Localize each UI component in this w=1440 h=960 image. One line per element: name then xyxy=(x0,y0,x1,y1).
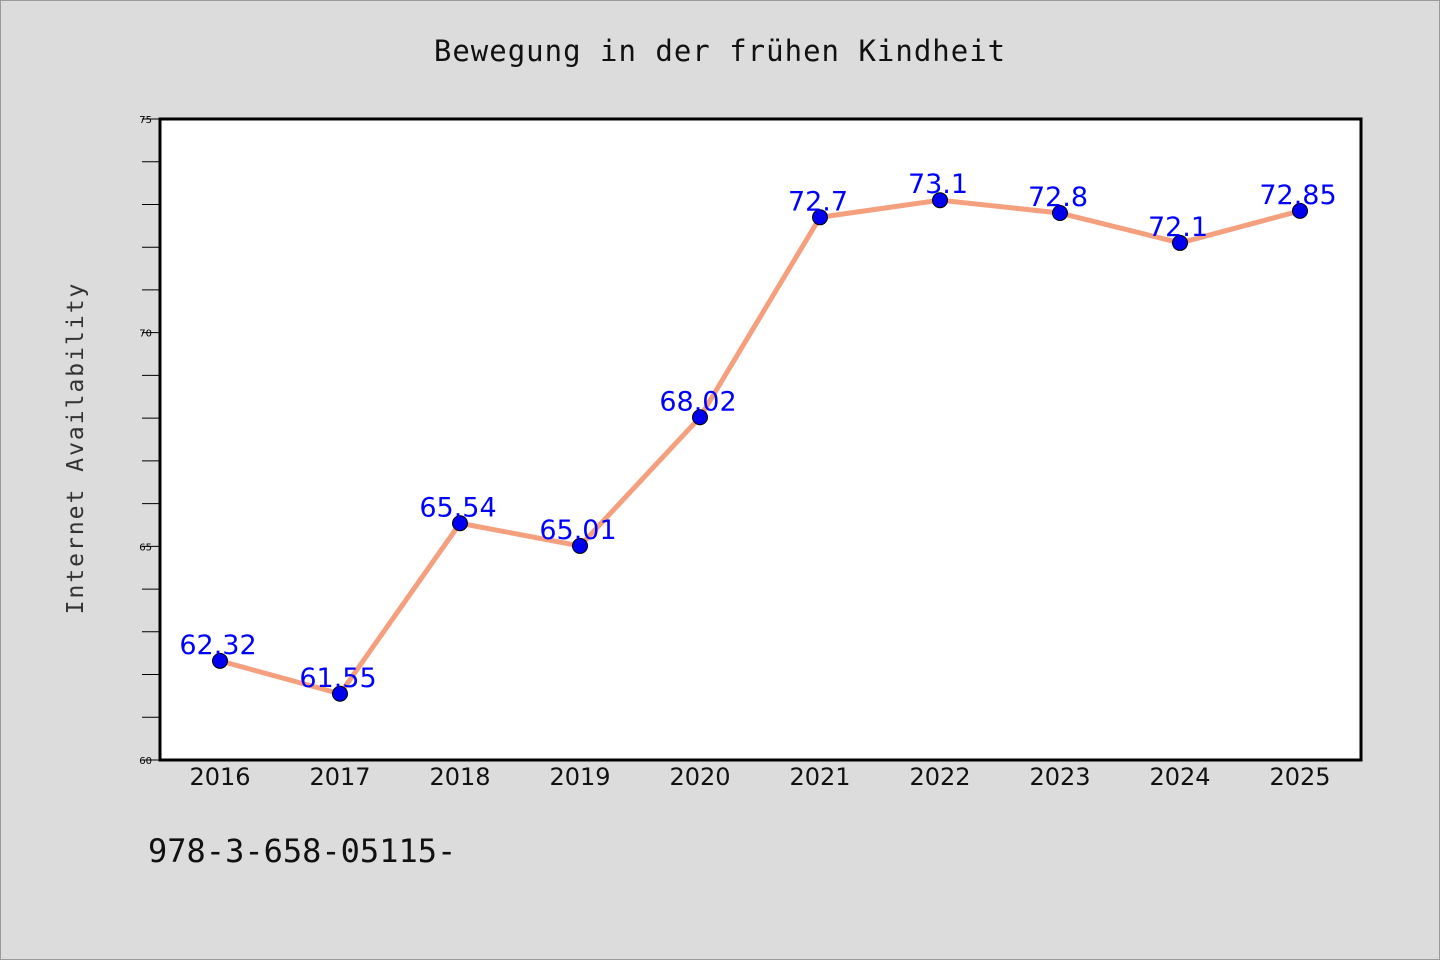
x-tick-label: 2023 xyxy=(1029,763,1090,791)
data-point xyxy=(692,409,708,426)
x-axis-ticks: 2016 2017 2018 2019 2020 2021 2022 2023 2024 2025 xyxy=(189,742,1331,791)
x-tick-label: 2025 xyxy=(1269,763,1330,791)
x-tick-label: 2017 xyxy=(309,763,370,791)
y-tick-label: 70 xyxy=(139,329,152,340)
data-label: 72.85 xyxy=(1259,180,1336,211)
data-point xyxy=(1172,234,1188,251)
y-tick-label: 75 xyxy=(139,115,152,126)
data-label: 72.8 xyxy=(1028,182,1088,213)
data-labels: 62.32 61.55 65.54 65.01 68.02 72.7 73.1 72.8 72.… xyxy=(179,169,1336,694)
data-label: 72.7 xyxy=(788,186,848,217)
y-tick-label: 65 xyxy=(139,542,152,553)
data-point xyxy=(812,209,828,226)
series-line xyxy=(217,197,1303,697)
data-point xyxy=(932,192,948,209)
y-axis-ticks: 60 65 70 75 xyxy=(139,115,160,767)
data-point xyxy=(452,515,468,532)
data-point xyxy=(212,652,228,669)
data-point xyxy=(1052,205,1068,222)
x-tick-label: 2022 xyxy=(909,763,970,791)
x-tick-label: 2020 xyxy=(669,763,730,791)
chart-title: Bewegung in der frühen Kindheit xyxy=(433,34,1007,68)
data-point xyxy=(332,685,348,702)
plot-area xyxy=(158,117,1363,762)
x-tick-label: 2021 xyxy=(789,763,850,791)
data-label: 73.1 xyxy=(908,169,968,200)
x-tick-label: 2024 xyxy=(1149,763,1210,791)
data-label: 61.55 xyxy=(299,663,376,694)
y-tick-label: 60 xyxy=(139,756,152,767)
data-label: 72.1 xyxy=(1148,212,1208,243)
data-point xyxy=(1292,202,1308,219)
data-label: 68.02 xyxy=(659,386,736,417)
data-label: 65.01 xyxy=(539,515,616,546)
data-label: 65.54 xyxy=(419,492,496,523)
x-tick-label: 2019 xyxy=(549,763,610,791)
data-point xyxy=(572,537,588,554)
data-label: 62.32 xyxy=(179,630,256,661)
series-layer xyxy=(212,192,1308,702)
x-tick-label: 2018 xyxy=(429,763,490,791)
x-tick-label: 2016 xyxy=(189,763,250,791)
isbn-label: 978-3-658-05115- xyxy=(148,832,457,870)
